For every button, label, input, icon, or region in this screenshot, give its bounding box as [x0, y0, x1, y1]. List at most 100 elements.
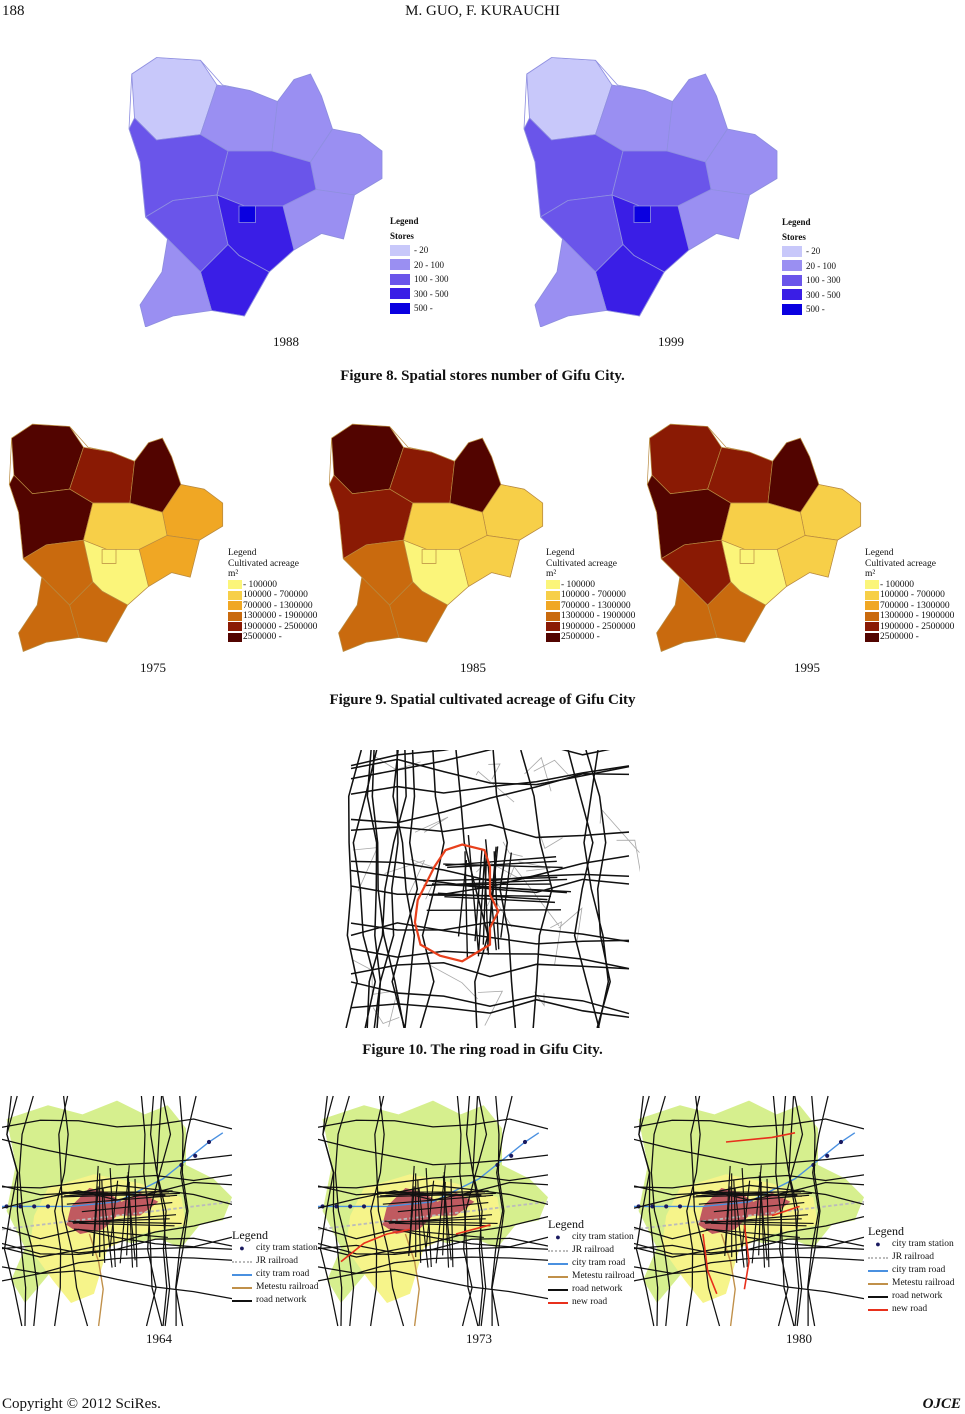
legend-item: - 100000	[546, 580, 635, 591]
legend-swatch	[390, 244, 410, 256]
road	[140, 1095, 163, 1327]
road	[58, 1095, 89, 1327]
road	[2, 1226, 232, 1248]
network-map-1980	[634, 1095, 864, 1327]
road	[397, 1202, 489, 1213]
road	[318, 1226, 548, 1248]
legend-label: JR railroad	[892, 1252, 934, 1262]
road	[318, 1118, 548, 1130]
legend-swatch	[228, 611, 242, 621]
line-swatch	[868, 1308, 888, 1311]
legend-item: 20 - 100	[390, 258, 449, 273]
legend-swatch	[546, 601, 560, 611]
road	[464, 851, 469, 959]
road	[583, 750, 610, 1028]
legend-swatch	[546, 622, 560, 632]
legend-item: ● city tram station	[548, 1231, 635, 1244]
legend-subtitle: Stores	[390, 230, 414, 241]
tram-station	[509, 1153, 514, 1158]
tram-station	[522, 1139, 528, 1145]
tram-station	[677, 1204, 683, 1209]
tram-station	[348, 1204, 353, 1209]
legend-label: city tram road	[572, 1258, 626, 1268]
new-road	[702, 1233, 718, 1295]
year-label: 1964	[146, 1331, 172, 1346]
road	[435, 1165, 446, 1264]
road	[634, 1118, 864, 1130]
road	[64, 1190, 173, 1197]
road	[318, 1138, 548, 1166]
legend-item: 2500000 -	[228, 632, 317, 643]
year-label: 1980	[786, 1331, 812, 1346]
year-label: 1988	[273, 334, 299, 349]
road	[350, 947, 630, 970]
road	[431, 883, 572, 893]
line-swatch	[868, 1282, 888, 1285]
road	[634, 1226, 864, 1248]
network-map-1964	[2, 1095, 232, 1327]
map-region	[238, 205, 256, 223]
legend-title: Legend	[782, 217, 811, 227]
legend-label: JR railroad	[256, 1256, 298, 1266]
legend-label: - 100000	[561, 579, 596, 590]
city-boundary	[8, 423, 224, 652]
legend-swatch	[782, 245, 802, 257]
legend-label: - 100000	[243, 579, 278, 590]
legend-item: 2500000 -	[865, 632, 954, 643]
map-region	[421, 549, 437, 564]
legend-swatch	[228, 580, 242, 590]
road	[696, 1190, 805, 1197]
legend-label: 700000 - 1300000	[880, 600, 950, 611]
map-region	[739, 549, 755, 564]
road	[692, 1192, 812, 1198]
acreage-map-1995	[646, 423, 862, 652]
road	[781, 1095, 803, 1327]
legend-item: 700000 - 1300000	[546, 601, 635, 612]
new-road	[340, 1228, 411, 1263]
legend-swatch	[390, 259, 410, 271]
tram-station	[825, 1153, 830, 1158]
legend-item: 100 - 300	[390, 272, 449, 287]
figure-10-caption: Figure 10. The ring road in Gifu City.	[362, 1042, 603, 1058]
road	[634, 1215, 864, 1258]
legend-item: ● city tram station	[232, 1242, 319, 1255]
legend-label: 1300000 - 1900000	[561, 611, 636, 621]
legend-item: Metestu railroad	[548, 1270, 635, 1283]
line-swatch	[868, 1295, 888, 1298]
legend-label: 1900000 - 2500000	[243, 621, 318, 632]
legend-swatch	[782, 289, 802, 301]
legend-label: city tram station	[892, 1239, 954, 1249]
legend-item: 1900000 - 2500000	[865, 622, 954, 633]
road	[149, 1095, 171, 1327]
year-label: 1985	[460, 660, 486, 675]
road	[350, 998, 630, 1019]
road	[350, 765, 630, 795]
road	[443, 863, 563, 869]
city-tram-road	[318, 1132, 540, 1208]
road	[334, 1095, 355, 1327]
legend-item: - 100000	[228, 580, 317, 591]
legend-item: JR railroad	[232, 1255, 319, 1268]
legend-label: 100 - 300	[414, 274, 449, 284]
legend-label: road network	[256, 1295, 307, 1305]
tram-station	[838, 1139, 844, 1145]
road-network	[2, 1095, 232, 1327]
road	[81, 1202, 173, 1213]
road	[419, 750, 445, 1028]
legend-label: 700000 - 1300000	[561, 600, 631, 611]
legend-item: 1300000 - 1900000	[228, 611, 317, 622]
road	[772, 1095, 795, 1327]
line-swatch	[868, 1256, 888, 1259]
network-legend-1964: Legend ● city tram station JR railroad city …	[232, 1229, 319, 1307]
road	[483, 857, 490, 955]
legend-title: Legend	[546, 548, 575, 558]
legend-item: 500 -	[390, 301, 449, 316]
stores-legend-1988: Legend Stores - 20 20 - 100 100 - 300 300 - 5…	[390, 214, 449, 316]
legend-swatch	[390, 288, 410, 300]
line-swatch	[548, 1275, 568, 1278]
road	[318, 1215, 548, 1258]
legend-label: new road	[892, 1304, 928, 1314]
road	[635, 1095, 655, 1327]
figure-9-caption: Figure 9. Spatial cultivated acreage of …	[329, 692, 636, 708]
legend-item: road network	[548, 1283, 635, 1296]
